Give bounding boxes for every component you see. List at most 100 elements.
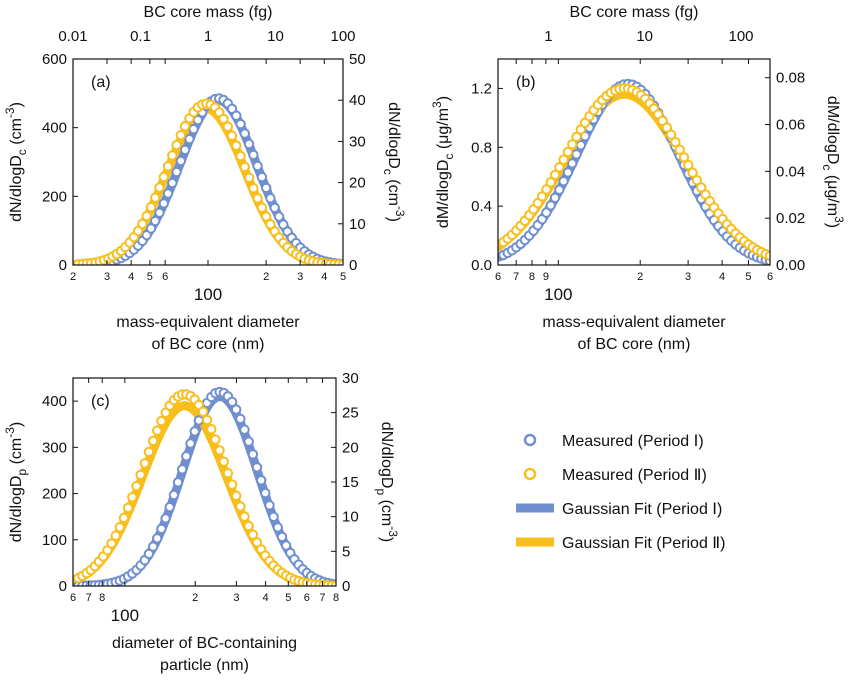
- data-point: [162, 188, 174, 199]
- data-point: [114, 522, 126, 533]
- x-tick-label: 4: [128, 271, 134, 283]
- data-point: [264, 500, 275, 511]
- data-point: [167, 150, 178, 161]
- x-tick-label: 4: [263, 592, 269, 604]
- legend-item: Gaussian Fit (Period Ⅱ): [516, 535, 725, 552]
- data-point: [122, 502, 134, 514]
- data-point: [106, 538, 117, 549]
- data-point: [243, 520, 254, 532]
- data-point: [154, 207, 165, 218]
- data-point: [558, 176, 569, 187]
- fit-line-period_2: [73, 104, 343, 265]
- data-point: [152, 425, 163, 436]
- y-axis-title-right: dM/dlogDc (μg/m3): [820, 96, 846, 228]
- x-tick-label: 8: [99, 592, 105, 604]
- x-tick-label: 6: [162, 271, 168, 283]
- data-point: [545, 200, 556, 211]
- data-point: [239, 128, 251, 139]
- x-tick-label: 5: [285, 592, 291, 604]
- x-tick-label: 8: [529, 271, 535, 283]
- legend-label: Gaussian Fit (Period Ⅱ): [562, 535, 725, 552]
- data-point: [147, 435, 159, 447]
- y-tick-label-left: 0.8: [471, 139, 492, 156]
- data-point: [156, 415, 167, 427]
- data-point: [239, 161, 251, 173]
- x-tick-label: 2: [263, 271, 269, 283]
- data-point: [188, 123, 199, 135]
- data-point: [210, 434, 221, 445]
- data-point: [260, 487, 271, 499]
- x-axis-title: mass-equivalent diameter: [116, 314, 300, 331]
- x-tick-label: 2: [637, 271, 643, 283]
- x-tick-label: 8: [333, 592, 339, 604]
- data-point: [558, 154, 569, 165]
- x-tick-label: 4: [321, 271, 327, 283]
- top-tick-label: 10: [636, 28, 653, 45]
- x-axis-title: of BC core (nm): [152, 336, 265, 353]
- data-point: [168, 489, 180, 501]
- data-point: [256, 171, 268, 183]
- data-point: [226, 396, 238, 408]
- legend-label: Gaussian Fit (Period Ⅰ): [562, 501, 722, 518]
- y-tick-label-right: 0: [349, 257, 357, 274]
- data-point: [280, 540, 292, 551]
- legend-item: Measured (Period Ⅱ): [523, 467, 707, 484]
- data-point: [252, 160, 263, 172]
- data-point: [247, 529, 259, 540]
- data-point: [567, 158, 578, 169]
- data-point: [222, 121, 234, 132]
- data-point: [184, 133, 195, 145]
- top-tick-label: 100: [728, 28, 753, 45]
- data-point: [243, 436, 254, 447]
- data-point: [127, 492, 138, 503]
- data-point: [678, 152, 690, 163]
- data-point: [179, 144, 191, 156]
- data-point: [231, 404, 242, 415]
- y-axis-title-left: dN/dlogDp (cm-3): [3, 422, 29, 543]
- x-tick-label: 7: [86, 592, 92, 604]
- y-tick-label-left: 0.4: [471, 198, 492, 215]
- x-tick-label: 7: [513, 271, 519, 283]
- y-tick-label-left: 200: [42, 188, 67, 205]
- legend-marker: [523, 467, 537, 481]
- data-point: [268, 511, 279, 522]
- data-point: [256, 202, 268, 213]
- data-point: [251, 462, 263, 473]
- top-axis-title: BC core mass (fg): [570, 4, 699, 21]
- data-point: [670, 136, 681, 148]
- x-tick-label: 5: [745, 271, 751, 283]
- data-point: [189, 426, 200, 437]
- top-tick-label: 0.1: [130, 28, 151, 45]
- y-tick-label-left: 0: [59, 257, 67, 274]
- data-point: [177, 464, 188, 475]
- y-tick-label-left: 0: [59, 578, 67, 595]
- x-tick-label: 2: [192, 592, 198, 604]
- data-point: [171, 166, 182, 178]
- data-point: [226, 479, 238, 490]
- x-tick-label: 100: [544, 285, 572, 304]
- plot-area-a: [73, 93, 343, 265]
- x-tick-label: 100: [194, 285, 222, 304]
- y-tick-label-right: 10: [349, 216, 366, 233]
- data-point: [143, 446, 155, 458]
- data-point: [683, 159, 694, 171]
- data-point: [235, 150, 246, 162]
- data-point: [152, 533, 163, 544]
- data-point: [567, 139, 578, 150]
- x-tick-label: 6: [495, 271, 501, 283]
- panel-label: (b): [516, 74, 536, 91]
- y-tick-label-right: 20: [349, 175, 366, 192]
- data-point: [256, 475, 267, 486]
- fit-line-period_1: [73, 95, 343, 265]
- y-tick-label-right: 10: [342, 509, 359, 526]
- legend-marker: [523, 433, 537, 447]
- data-point: [261, 211, 272, 222]
- legend-label: Measured (Period Ⅱ): [562, 467, 707, 484]
- data-point: [554, 184, 565, 195]
- y-tick-label-right: 0: [342, 578, 350, 595]
- y-tick-label-left: 400: [42, 120, 67, 137]
- data-point: [248, 183, 259, 194]
- data-point: [549, 169, 561, 181]
